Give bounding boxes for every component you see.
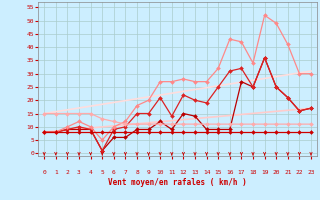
X-axis label: Vent moyen/en rafales ( km/h ): Vent moyen/en rafales ( km/h ) xyxy=(108,178,247,187)
